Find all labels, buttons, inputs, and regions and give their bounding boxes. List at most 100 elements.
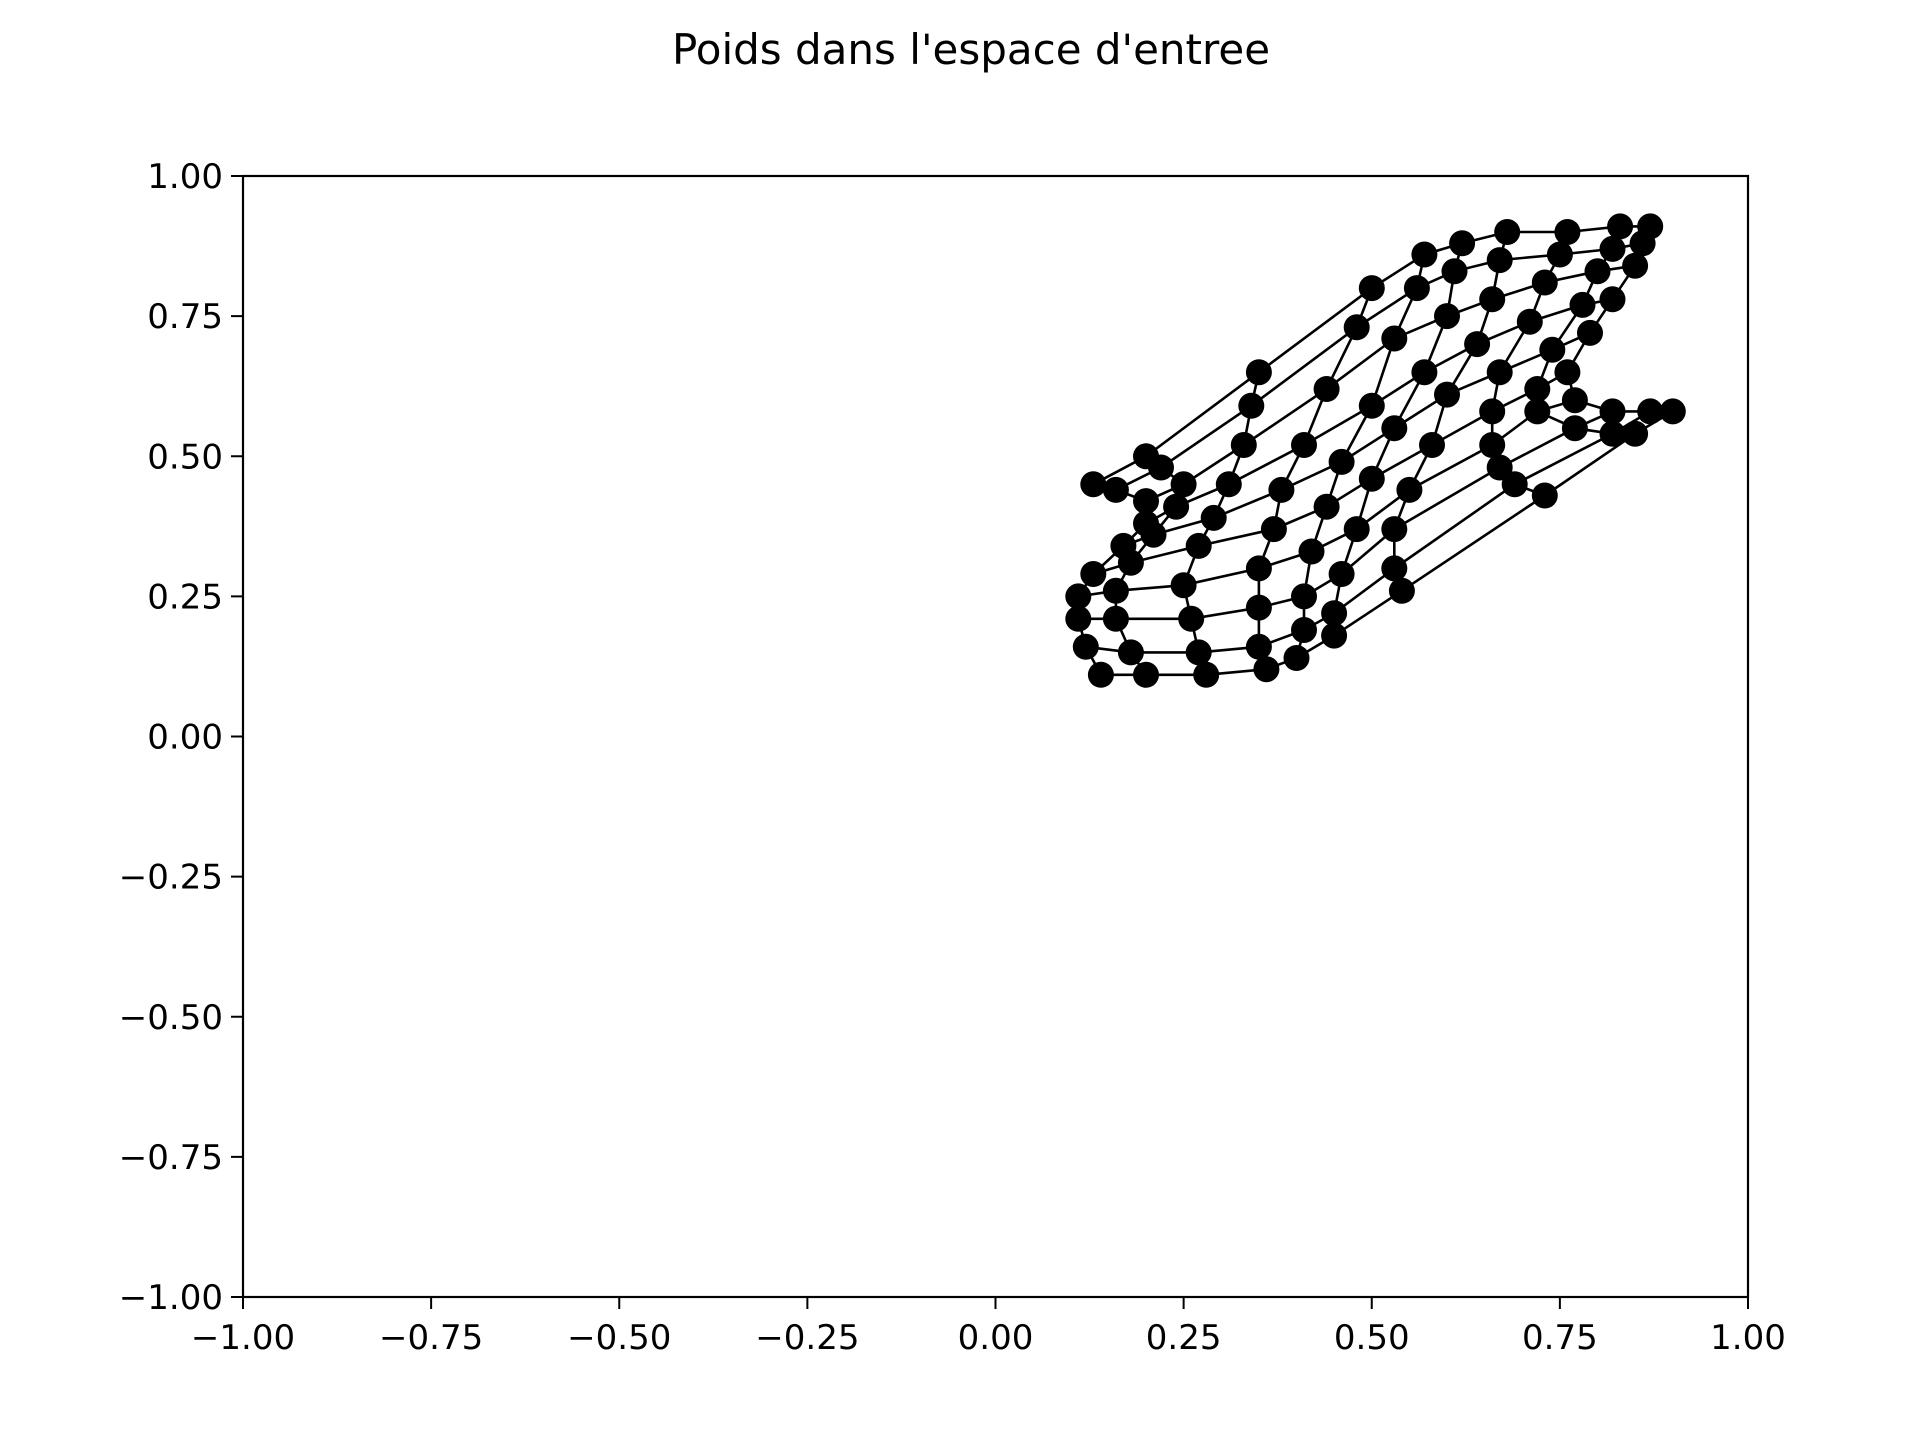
weight-point xyxy=(1434,303,1460,330)
weight-point xyxy=(1554,219,1581,245)
weight-point xyxy=(1260,516,1287,543)
weight-point xyxy=(1396,476,1423,503)
weight-point xyxy=(1539,336,1566,363)
grid-row-line xyxy=(1085,410,1651,654)
grid-column-line xyxy=(1332,242,1464,636)
weight-point xyxy=(1230,432,1257,458)
weight-point xyxy=(1501,471,1528,498)
grid-row-line xyxy=(1115,242,1643,492)
weight-point xyxy=(1449,230,1476,257)
grid-row-line xyxy=(1092,371,1569,576)
grid-column-line xyxy=(1077,483,1148,676)
x-tick-label: −0.75 xyxy=(379,1318,483,1358)
weight-point xyxy=(1411,241,1438,268)
weight-point xyxy=(1185,639,1212,666)
chart-title: Poids dans l'espace d'entree xyxy=(672,25,1270,74)
weight-point xyxy=(1494,219,1521,245)
weight-point xyxy=(1479,432,1506,458)
weight-point xyxy=(1117,639,1144,666)
weight-point xyxy=(1291,583,1317,610)
weight-point xyxy=(1358,392,1385,419)
weight-point xyxy=(1464,331,1491,358)
x-tick-label: 0.00 xyxy=(958,1318,1034,1358)
weight-point xyxy=(1080,561,1107,587)
weight-point xyxy=(1291,432,1317,458)
grid-row-line xyxy=(1078,398,1576,598)
weight-point xyxy=(1080,471,1107,498)
grid-row-line xyxy=(1078,410,1614,621)
weight-point xyxy=(1245,555,1272,582)
weight-point xyxy=(1561,387,1588,414)
plot-area xyxy=(243,176,1748,1297)
weight-point xyxy=(1200,504,1227,531)
x-tick-label: 0.50 xyxy=(1334,1318,1410,1358)
weight-point xyxy=(1569,291,1596,318)
weight-point xyxy=(1561,415,1588,442)
weight-point xyxy=(1298,538,1325,565)
weight-point xyxy=(1388,577,1415,604)
y-tick-label: −1.00 xyxy=(119,1278,223,1318)
weight-point xyxy=(1072,633,1099,660)
weight-point xyxy=(1419,432,1445,458)
weight-point xyxy=(1343,516,1370,543)
weight-point xyxy=(1193,661,1220,688)
y-tick-label: 1.00 xyxy=(147,157,223,197)
weight-point xyxy=(1215,471,1242,498)
weight-point xyxy=(1524,398,1551,425)
weight-point xyxy=(1622,252,1649,279)
weight-point xyxy=(1486,359,1513,386)
x-tick-label: 0.25 xyxy=(1146,1318,1222,1358)
grid-column-line xyxy=(1257,287,1374,670)
weight-point xyxy=(1577,319,1603,346)
weight-point xyxy=(1554,359,1581,386)
y-axis: 1.00 0.75 0.50 0.25 0.00 −0.25 −0.50 −0.75 −1.00 xyxy=(119,157,243,1318)
weight-point xyxy=(1599,398,1626,425)
weight-point xyxy=(1607,213,1634,240)
weight-point xyxy=(1102,605,1129,632)
weight-point xyxy=(1268,476,1295,503)
weight-point xyxy=(1291,617,1317,643)
weight-point xyxy=(1403,275,1430,302)
weight-point xyxy=(1411,359,1438,386)
weight-point xyxy=(1065,583,1092,610)
y-tick-label: 0.75 xyxy=(147,297,223,337)
weight-point xyxy=(1245,594,1272,621)
weight-point xyxy=(1546,241,1573,268)
weight-point xyxy=(1659,398,1686,425)
weight-point xyxy=(1313,376,1340,402)
weight-point xyxy=(1253,656,1280,683)
y-tick-label: −0.50 xyxy=(119,998,223,1038)
weight-point xyxy=(1637,213,1664,240)
weight-point xyxy=(1170,572,1197,599)
weight-point xyxy=(1381,516,1408,543)
weight-point xyxy=(1584,258,1611,285)
grid-row-line xyxy=(1145,264,1636,503)
weight-point xyxy=(1328,448,1355,475)
weight-point xyxy=(1065,605,1092,632)
grid-column-line xyxy=(1182,371,1261,676)
y-tick-label: 0.00 xyxy=(147,718,223,758)
weight-point xyxy=(1087,661,1114,688)
x-tick-label: −0.25 xyxy=(755,1318,859,1358)
weight-point xyxy=(1178,605,1205,632)
weight-point xyxy=(1170,471,1197,498)
grid-column-line xyxy=(1536,225,1636,436)
weight-point xyxy=(1185,532,1212,559)
x-tick-label: 0.75 xyxy=(1522,1318,1598,1358)
weight-point xyxy=(1245,633,1272,660)
grid-column-line xyxy=(1393,231,1509,592)
weight-point xyxy=(1102,476,1129,503)
y-tick-label: 0.25 xyxy=(147,577,223,617)
y-tick-label: 0.50 xyxy=(147,437,223,477)
weight-point xyxy=(1245,359,1272,386)
weight-point xyxy=(1133,488,1159,515)
grid-row-line xyxy=(1100,410,1674,677)
weight-point xyxy=(1163,493,1190,520)
weight-point xyxy=(1486,247,1513,274)
grid-row-line xyxy=(1145,298,1613,525)
weight-point xyxy=(1133,510,1159,537)
weight-point xyxy=(1321,622,1348,649)
weight-points xyxy=(1065,213,1686,688)
grid-row-line xyxy=(1122,331,1591,548)
